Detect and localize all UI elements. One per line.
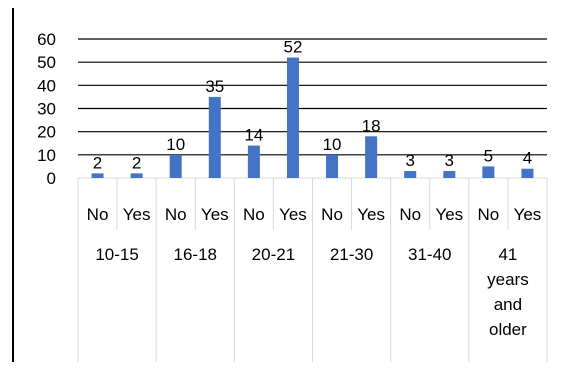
group-label: older xyxy=(489,320,527,339)
data-label: 3 xyxy=(445,151,454,170)
x-axis-category-table: No Yes 10-15 No Yes 16-18 No Yes 20-21 No Yes 21-30… xyxy=(77,178,548,362)
bar xyxy=(326,154,339,178)
category-label: Yes xyxy=(435,205,463,224)
bars xyxy=(91,57,534,178)
data-label: 4 xyxy=(523,149,532,168)
y-tick-label: 60 xyxy=(37,30,56,49)
y-axis-tick-labels: 0 10 20 30 40 50 60 xyxy=(37,30,56,188)
data-label: 3 xyxy=(405,151,414,170)
bar xyxy=(247,145,260,178)
data-label: 2 xyxy=(132,153,141,172)
category-label: Yes xyxy=(201,205,229,224)
category-label: Yes xyxy=(279,205,307,224)
bar xyxy=(169,154,182,178)
category-label: No xyxy=(321,205,343,224)
y-tick-label: 40 xyxy=(37,76,56,95)
group-label: 31-40 xyxy=(408,245,451,264)
category-label: No xyxy=(243,205,265,224)
bar xyxy=(91,173,104,178)
category-label: No xyxy=(87,205,109,224)
data-label: 2 xyxy=(93,153,102,172)
category-label: No xyxy=(399,205,421,224)
y-tick-label: 20 xyxy=(37,123,56,142)
bar xyxy=(208,96,221,178)
group-label: and xyxy=(494,295,522,314)
bar xyxy=(365,136,378,178)
bar xyxy=(130,173,143,178)
category-label: Yes xyxy=(357,205,385,224)
data-label: 14 xyxy=(244,126,263,145)
category-label: Yes xyxy=(123,205,151,224)
group-label: 10-15 xyxy=(95,245,138,264)
group-label: 16-18 xyxy=(174,245,217,264)
data-label: 35 xyxy=(205,77,224,96)
bar xyxy=(443,171,456,178)
group-label: 41 xyxy=(498,245,517,264)
bar xyxy=(482,166,495,178)
bar xyxy=(521,168,534,178)
group-label: 20-21 xyxy=(252,245,295,264)
data-label: 52 xyxy=(283,38,302,57)
y-tick-label: 10 xyxy=(37,146,56,165)
category-label: Yes xyxy=(514,205,542,224)
bar xyxy=(404,171,417,178)
data-label: 5 xyxy=(484,146,493,165)
y-tick-label: 30 xyxy=(37,100,56,119)
data-label: 18 xyxy=(362,116,381,135)
group-label: 21-30 xyxy=(330,245,373,264)
gridlines xyxy=(78,38,547,179)
bar xyxy=(286,57,299,178)
category-label: No xyxy=(478,205,500,224)
data-label: 10 xyxy=(166,135,185,154)
group-label: years xyxy=(487,270,529,289)
category-label: No xyxy=(165,205,187,224)
y-tick-label: 0 xyxy=(47,169,56,188)
y-tick-label: 50 xyxy=(37,53,56,72)
data-label: 10 xyxy=(323,135,342,154)
